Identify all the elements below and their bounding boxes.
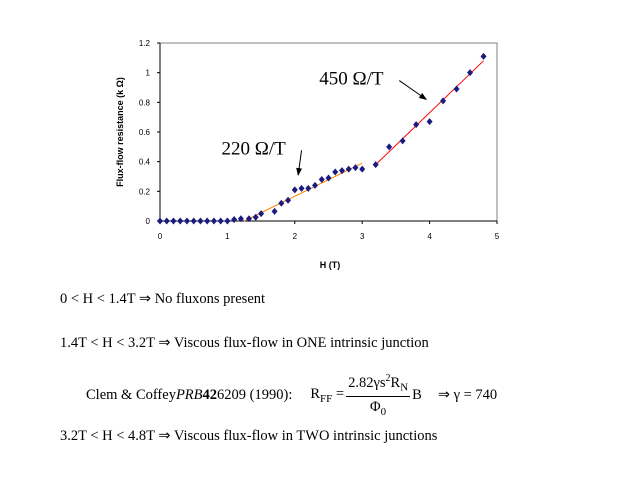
- y-tick-label: 0.8: [139, 98, 151, 107]
- annotation-arrow: [296, 150, 303, 177]
- data-point: [372, 161, 379, 169]
- data-point: [467, 69, 474, 77]
- data-point: [413, 121, 420, 129]
- slope-annotation: 450 Ω/T: [319, 69, 384, 90]
- y-axis-label: Flux-flow resistance (k Ω): [115, 77, 125, 187]
- data-point: [177, 217, 184, 225]
- data-point: [359, 165, 366, 173]
- data-point: [305, 184, 312, 192]
- data-point: [291, 186, 298, 194]
- data-point: [197, 217, 204, 225]
- data-point: [426, 118, 433, 126]
- reference-volume: 42: [202, 386, 218, 403]
- y-tick-label: 0.4: [139, 158, 151, 167]
- data-point: [285, 196, 292, 204]
- data-point: [345, 165, 352, 173]
- note-two-junctions: 3.2T < H < 4.8T ⇒ Viscous flux-flow in T…: [60, 428, 438, 444]
- eq-b: B: [412, 386, 422, 403]
- data-point: [237, 215, 244, 223]
- x-tick-label: 2: [293, 232, 298, 241]
- annotation-arrow: [398, 80, 428, 100]
- data-point: [298, 184, 305, 192]
- reference-journal: PRB: [175, 386, 203, 403]
- data-point: [204, 217, 211, 225]
- data-point: [332, 168, 339, 176]
- data-point: [440, 97, 447, 105]
- data-point: [224, 217, 231, 225]
- data-point: [252, 213, 259, 221]
- y-tick-label: 0: [146, 217, 151, 226]
- eq-result: ⇒ γ = 740: [437, 386, 498, 403]
- data-point: [258, 210, 265, 218]
- y-tick-label: 1.2: [139, 39, 151, 48]
- x-axis-label: H (T): [320, 260, 341, 270]
- y-tick-label: 1: [146, 69, 151, 78]
- x-tick-label: 0: [158, 232, 163, 241]
- note-no-fluxons: 0 < H < 1.4T ⇒ No fluxons present: [60, 291, 266, 307]
- data-point: [170, 217, 177, 225]
- data-point: [312, 181, 319, 189]
- y-tick-label: 0.6: [139, 128, 151, 137]
- x-tick-label: 3: [360, 232, 365, 241]
- eq-fraction: 2.82γs2RN Φ0: [346, 373, 411, 418]
- x-tick-label: 5: [495, 232, 500, 241]
- data-point: [338, 167, 345, 175]
- flux-flow-chart: 0 1 2 3 4 5 0 0.2 0.4 0.6 0.8 1 1.2 220 Ω/T 450 Ω/T H…: [115, 39, 500, 270]
- data-point: [318, 175, 325, 183]
- data-point: [190, 217, 197, 225]
- note-one-junction: 1.4T < H < 3.2T ⇒ Viscous flux-flow in O…: [60, 335, 429, 351]
- data-point: [325, 174, 332, 182]
- reference-page-year: 6209 (1990):: [217, 386, 293, 403]
- data-point: [217, 217, 224, 225]
- x-tick-label: 1: [225, 232, 230, 241]
- data-point: [352, 164, 359, 172]
- data-point: [453, 85, 460, 93]
- fit-450-line: [375, 60, 484, 165]
- data-point: [210, 217, 217, 225]
- data-point: [163, 217, 170, 225]
- data-point: [157, 217, 163, 225]
- data-point: [278, 199, 285, 207]
- data-point: [386, 143, 393, 151]
- plot-frame: [160, 42, 498, 221]
- data-point: [399, 137, 406, 145]
- data-point: [245, 215, 252, 223]
- slope-annotation: 220 Ω/T: [222, 138, 287, 159]
- eq-lhs: RFF =: [310, 385, 345, 405]
- data-point: [271, 207, 278, 215]
- y-tick-label: 0.2: [139, 187, 151, 196]
- reference-authors: Clem & Coffey: [86, 386, 176, 403]
- data-point: [480, 52, 487, 60]
- data-point: [231, 216, 238, 224]
- clem-coffey-equation: Clem & Coffey PRB 42 6209 (1990): RFF = …: [86, 373, 497, 418]
- data-point: [183, 217, 190, 225]
- x-tick-label: 4: [427, 232, 432, 241]
